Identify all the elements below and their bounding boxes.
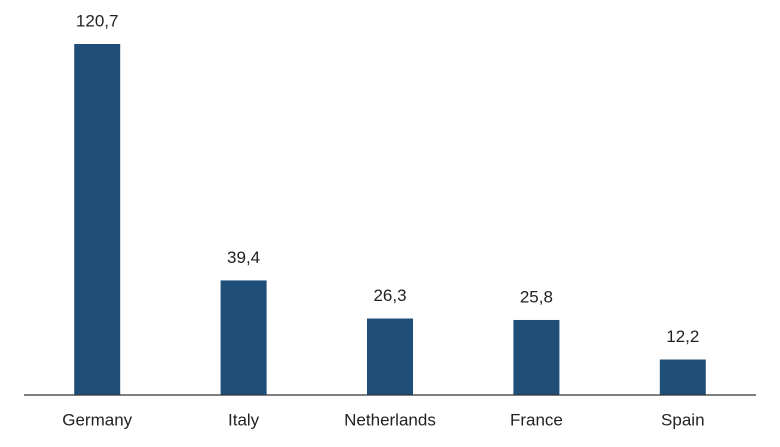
x-tick-label: Italy	[228, 410, 260, 429]
value-label: 26,3	[373, 286, 406, 305]
bar	[513, 319, 560, 395]
bar	[367, 318, 413, 395]
bar	[659, 359, 706, 395]
value-label: 120,7	[76, 11, 119, 30]
value-label: 25,8	[520, 287, 553, 306]
x-tick-label: Netherlands	[344, 410, 436, 429]
x-tick-label: Spain	[661, 410, 704, 429]
x-tick-label: France	[510, 410, 563, 429]
x-tick-label: Germany	[62, 410, 132, 429]
bar	[220, 280, 267, 395]
bar	[74, 44, 121, 395]
value-label: 39,4	[227, 248, 260, 267]
value-label: 12,2	[666, 327, 699, 346]
